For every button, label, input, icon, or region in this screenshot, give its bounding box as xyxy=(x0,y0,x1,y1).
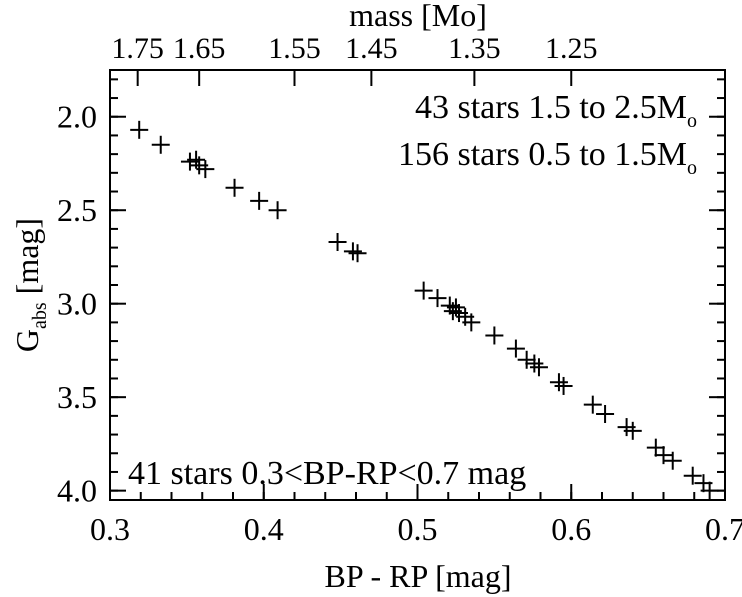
x-tick-label: 0.5 xyxy=(398,511,438,547)
data-point xyxy=(343,242,362,261)
top-tick-label: 1.55 xyxy=(268,32,321,65)
y-tick-label: 2.0 xyxy=(57,99,97,135)
top-tick-label: 1.75 xyxy=(111,32,164,65)
x-tick-label: 0.3 xyxy=(90,511,130,547)
data-point xyxy=(268,201,287,220)
data-point xyxy=(130,120,149,139)
annotation-low-mass-sub: o xyxy=(687,157,697,179)
data-point xyxy=(517,350,536,369)
y-axis-label-unit: [mag] xyxy=(9,218,45,302)
data-point xyxy=(646,438,665,457)
top-axis-ticks: 1.75 1.65 1.55 1.45 1.35 1.25 xyxy=(111,32,598,86)
data-point xyxy=(683,466,702,485)
data-point xyxy=(196,160,215,179)
data-point xyxy=(663,451,682,470)
x-axis-label: BP - RP [mag] xyxy=(325,558,512,594)
data-point xyxy=(583,395,602,414)
x-tick-label: 0.4 xyxy=(244,511,284,547)
annotation-high-mass: 43 stars 1.5 to 2.5Mo xyxy=(415,89,697,132)
annotation-low-mass-text: 156 stars 0.5 to 1.5M xyxy=(398,136,687,173)
x-tick-label: 0.6 xyxy=(551,511,591,547)
annotation-high-mass-sub: o xyxy=(687,110,697,132)
data-point xyxy=(506,339,525,358)
y-axis-label-sub: abs xyxy=(29,302,51,329)
annotation-high-mass-text: 43 stars 1.5 to 2.5M xyxy=(415,89,687,126)
data-point xyxy=(428,289,447,308)
data-point xyxy=(250,191,269,210)
y-tick-label: 4.0 xyxy=(57,473,97,509)
data-point xyxy=(525,354,544,373)
data-point xyxy=(596,405,615,423)
y-axis-label-main: G xyxy=(9,329,45,352)
x-axis-ticks: 0.3 0.4 0.5 0.6 0.7 xyxy=(90,484,742,547)
data-point xyxy=(151,135,170,154)
data-point xyxy=(462,313,481,332)
y-tick-label: 3.5 xyxy=(57,379,97,415)
annotation-color-range: 41 stars 0.3<BP-RP<0.7 mag xyxy=(128,455,526,492)
data-point xyxy=(414,281,433,300)
annotation-low-mass: 156 stars 0.5 to 1.5Mo xyxy=(398,136,697,179)
data-point xyxy=(225,178,244,197)
y-axis-label: Gabs [mag] xyxy=(9,218,51,352)
data-point xyxy=(654,446,673,465)
top-tick-label: 1.45 xyxy=(345,32,398,65)
y-axis-ticks: 2.0 2.5 3.0 3.5 4.0 xyxy=(57,78,725,509)
top-tick-label: 1.25 xyxy=(545,32,598,65)
y-tick-label: 3.0 xyxy=(57,286,97,322)
top-tick-label: 1.35 xyxy=(448,32,501,65)
data-points xyxy=(130,120,719,500)
data-point xyxy=(623,421,642,440)
data-point xyxy=(348,244,367,263)
data-point xyxy=(529,358,548,377)
top-tick-label: 1.65 xyxy=(173,32,226,65)
data-point xyxy=(485,326,504,345)
top-axis-label: mass [Mo] xyxy=(349,0,487,33)
data-point xyxy=(554,376,573,395)
x-tick-label: 0.7 xyxy=(705,511,742,547)
y-tick-label: 2.5 xyxy=(57,192,97,228)
data-point xyxy=(700,481,719,500)
data-point xyxy=(328,233,347,251)
data-point xyxy=(549,373,568,392)
